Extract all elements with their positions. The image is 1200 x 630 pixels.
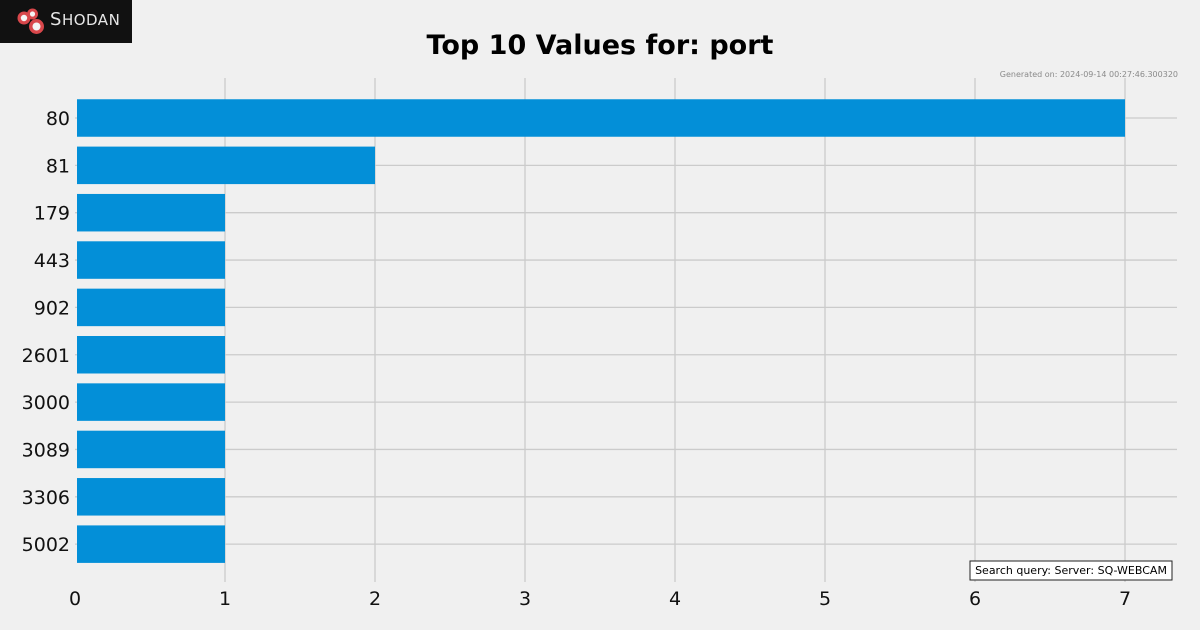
bar-81 [77, 146, 375, 185]
x-tick-labels: 0 1 2 3 4 5 6 7 [69, 588, 1131, 610]
generated-timestamp: Generated on: 2024-09-14 00:27:46.300320 [1000, 70, 1178, 79]
y-tick-label-5002: 5002 [22, 534, 70, 556]
y-tick-labels: 80 81 179 443 902 2601 3000 3089 3306 5002 [22, 108, 70, 556]
search-query-text: Search query: Server: SQ-WEBCAM [975, 564, 1167, 577]
shodan-logo[interactable]: SHODAN [0, 0, 132, 43]
x-tick-label-3: 3 [519, 588, 531, 610]
x-tick-label-1: 1 [219, 588, 231, 610]
y-tick-label-902: 902 [34, 297, 70, 319]
y-tick-label-3306: 3306 [22, 487, 70, 509]
y-tick-label-179: 179 [34, 203, 70, 225]
chart-title: Top 10 Values for: port [427, 30, 774, 61]
x-tick-label-0: 0 [69, 588, 81, 610]
bar-3000 [77, 383, 225, 421]
bar-902 [77, 288, 225, 327]
logo-first-letter: S [50, 9, 62, 30]
bar-80 [77, 99, 1125, 137]
bar-layer [77, 99, 1125, 563]
x-tick-label-2: 2 [369, 588, 381, 610]
search-query-box: Search query: Server: SQ-WEBCAM [969, 560, 1173, 581]
logo-rest: HODAN [61, 11, 121, 29]
bar-3089 [77, 430, 225, 469]
y-tick-label-80: 80 [46, 108, 70, 130]
logo-wordmark: SHODAN [50, 9, 120, 31]
y-tick-label-443: 443 [34, 250, 70, 272]
shodan-logo-icon [17, 8, 44, 34]
bar-443 [77, 241, 225, 279]
bar-3306 [77, 478, 225, 516]
x-tick-label-5: 5 [819, 588, 831, 610]
bar-5002 [77, 525, 225, 563]
x-tick-label-4: 4 [669, 588, 681, 610]
x-tick-label-6: 6 [969, 588, 981, 610]
bar-179 [77, 193, 225, 232]
y-tick-label-3089: 3089 [22, 439, 70, 461]
y-tick-label-3000: 3000 [22, 392, 70, 414]
bar-2601 [77, 336, 225, 374]
y-tick-label-2601: 2601 [22, 345, 70, 367]
x-tick-label-7: 7 [1119, 588, 1131, 610]
y-tick-label-81: 81 [46, 155, 70, 177]
